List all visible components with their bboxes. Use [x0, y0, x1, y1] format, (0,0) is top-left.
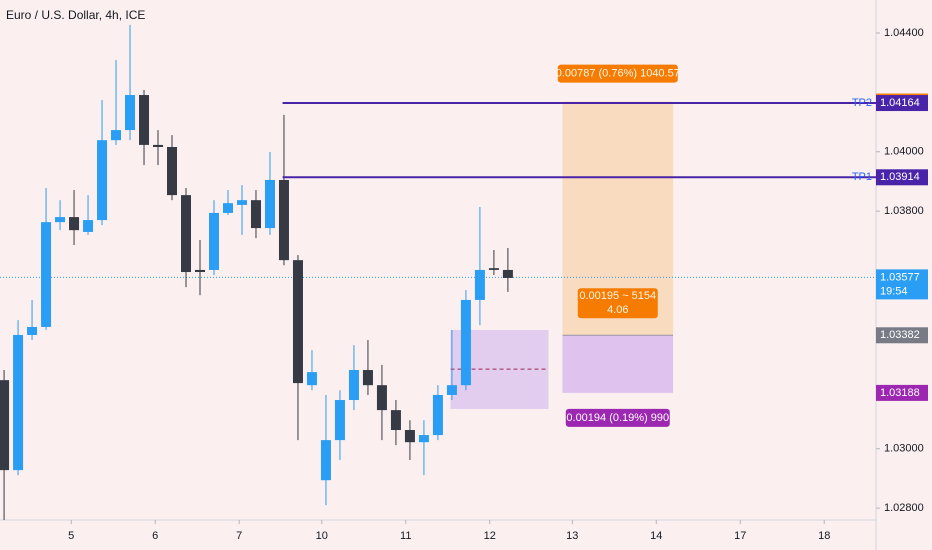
- x-tick-label: 5: [68, 530, 74, 542]
- price-tag: [876, 169, 928, 186]
- entry-text: 0.00195 ~ 5154: [579, 290, 656, 302]
- candle-body: [418, 435, 429, 443]
- last-price-tag: [876, 269, 928, 300]
- target-text: 0.00787 (0.76%) 1040.57: [556, 67, 680, 79]
- chart-title: Euro / U.S. Dollar, 4h, ICE: [6, 8, 145, 22]
- candle-body: [167, 147, 178, 196]
- candle-body: [139, 95, 150, 145]
- x-tick-label: 11: [400, 530, 411, 542]
- candle-body: [97, 140, 108, 221]
- y-tick-label: 1.04400: [884, 27, 924, 39]
- level-name: TP1: [852, 171, 872, 183]
- candle-body: [376, 385, 387, 411]
- x-tick-label: 14: [650, 530, 662, 542]
- candle-body: [404, 430, 415, 443]
- x-tick-label: 12: [484, 530, 496, 542]
- y-tick-label: 1.02800: [884, 502, 924, 514]
- candle-body: [320, 440, 331, 481]
- candle-body: [236, 200, 247, 205]
- candle-body: [446, 385, 457, 395]
- candle-body: [292, 260, 303, 384]
- price-tag-label: 1.03914: [880, 171, 920, 183]
- stop-tag: [565, 408, 670, 427]
- candle-body: [41, 222, 52, 327]
- candle-body: [125, 95, 136, 131]
- stop-text: 0.00194 (0.19%) 990: [566, 412, 669, 424]
- candle-body: [153, 144, 164, 148]
- candle-body: [390, 410, 401, 431]
- candle-body: [348, 370, 359, 401]
- candle-body: [83, 220, 94, 232]
- price-tag-label: 1.03188: [880, 387, 920, 399]
- candle-body: [474, 269, 485, 300]
- x-tick-label: 18: [818, 530, 830, 542]
- x-tick-label: 13: [566, 530, 578, 542]
- candle-body: [208, 212, 219, 270]
- candle-body: [195, 269, 206, 273]
- candle-body: [278, 179, 289, 261]
- ratio-text: 4.06: [607, 304, 628, 316]
- price-tag: [876, 384, 928, 401]
- candle-body: [222, 203, 233, 213]
- candle-body: [250, 200, 261, 229]
- countdown-label: 19:54: [880, 285, 908, 297]
- candle-body: [488, 268, 499, 270]
- candle-body: [55, 217, 66, 223]
- candle-body: [264, 179, 275, 229]
- candle-body: [460, 299, 471, 386]
- price-tag-label: 1.04164: [880, 97, 920, 109]
- candle-body: [362, 370, 373, 386]
- candle-body: [13, 334, 24, 471]
- y-tick-label: 1.04000: [884, 146, 924, 158]
- y-tick-label: 1.03000: [884, 443, 924, 455]
- loss-box: [562, 335, 674, 393]
- entry-tag: [577, 288, 658, 319]
- candle-body: [27, 326, 38, 335]
- candle-body: [69, 217, 80, 231]
- candle-body: [334, 400, 345, 441]
- x-tick-label: 17: [734, 530, 746, 542]
- candle-body: [0, 380, 10, 471]
- plot-background: [0, 0, 876, 520]
- x-tick-label: 10: [316, 530, 328, 542]
- candle-body: [432, 394, 443, 436]
- price-tag: [876, 95, 928, 112]
- level-name: TP2: [852, 97, 872, 109]
- target-tag: [557, 64, 678, 83]
- x-tick-label: 6: [152, 530, 158, 542]
- y-tick-label: 1.03800: [884, 205, 924, 217]
- candle-body: [502, 269, 513, 278]
- time-axis-background: [0, 520, 876, 550]
- last-price-label: 1.03577: [880, 271, 920, 283]
- price-tag: [876, 327, 928, 344]
- x-tick-label: 7: [236, 530, 242, 542]
- candle-body: [306, 372, 317, 386]
- candle-body: [181, 195, 192, 273]
- price-tag-label: 1.03382: [880, 329, 920, 341]
- candle-body: [111, 130, 122, 141]
